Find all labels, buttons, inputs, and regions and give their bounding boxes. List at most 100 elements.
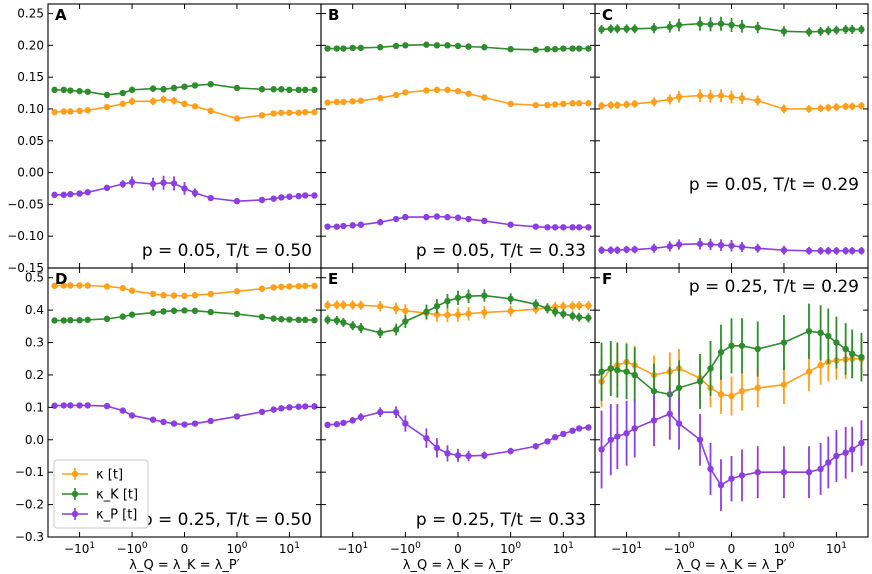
series-kappa (51, 282, 318, 300)
data-point (433, 303, 441, 310)
data-point (666, 410, 674, 418)
data-point (51, 191, 58, 199)
y-tick-label: 0.00 (17, 166, 44, 180)
data-point (631, 25, 638, 33)
data-point (340, 45, 347, 52)
data-point (551, 303, 559, 311)
data-point (207, 80, 214, 88)
data-point (842, 103, 849, 110)
data-point (817, 465, 824, 473)
data-point (544, 45, 551, 53)
data-point (433, 213, 441, 220)
data-point (598, 26, 605, 33)
data-point (607, 436, 614, 443)
panel-letter: C (602, 6, 613, 24)
data-point (270, 284, 277, 291)
data-point (560, 310, 567, 318)
data-point (207, 107, 214, 115)
data-point (728, 342, 735, 349)
panel-f: −101 −100 0 100 101 F p = 0.25, T/t = 0.29 λ_Q … (594, 267, 869, 573)
series-kappa (51, 95, 318, 122)
data-point (614, 366, 621, 374)
data-point (454, 294, 462, 302)
data-point (623, 101, 630, 108)
panel-annotation: p = 0.05, T/t = 0.29 (689, 175, 859, 195)
data-point (286, 109, 293, 116)
x-tick-label: 101 (279, 541, 300, 556)
data-point (270, 195, 277, 202)
data-point (728, 392, 735, 400)
data-point (707, 93, 714, 100)
data-point (444, 311, 451, 319)
series-line (327, 89, 589, 106)
data-point (575, 425, 583, 432)
data-point (849, 26, 856, 33)
data-point (650, 98, 658, 106)
data-point (324, 302, 331, 309)
data-point (119, 407, 127, 414)
data-point (286, 193, 293, 200)
data-point (119, 89, 127, 97)
data-point (696, 240, 704, 248)
data-point (191, 189, 199, 197)
legend-marker (71, 490, 79, 498)
data-point (324, 99, 331, 106)
data-point (849, 446, 856, 453)
data-point (675, 21, 683, 29)
panel-letter: A (55, 6, 67, 24)
data-point (149, 180, 157, 188)
data-point (858, 353, 865, 361)
data-point (858, 26, 865, 33)
data-point (51, 108, 58, 116)
data-point (631, 100, 638, 108)
data-point (833, 26, 840, 34)
data-point (817, 329, 824, 337)
data-point (728, 93, 735, 101)
data-point (833, 103, 840, 111)
data-point (454, 42, 462, 50)
data-point (444, 42, 451, 49)
data-point (780, 28, 788, 35)
data-point (128, 412, 136, 419)
data-point (585, 45, 592, 52)
data-point (149, 309, 157, 316)
data-point (465, 292, 472, 300)
data-point (349, 98, 356, 105)
y-tick-label: 0.1 (25, 400, 44, 414)
data-point (377, 218, 384, 226)
data-point (191, 420, 199, 427)
data-point (233, 84, 241, 92)
data-point (481, 94, 488, 101)
data-point (465, 90, 472, 97)
data-point (333, 223, 341, 230)
y-tick-label: −0.15 (7, 261, 44, 275)
data-point (392, 326, 400, 333)
y-tick-label: −0.05 (7, 197, 44, 211)
data-point (103, 315, 111, 323)
data-point (707, 21, 714, 28)
data-point (825, 27, 832, 34)
data-point (454, 214, 462, 221)
y-tick-label: 0.05 (17, 134, 44, 148)
data-point (454, 87, 462, 95)
data-point (60, 86, 67, 94)
data-point (507, 45, 514, 53)
data-point (650, 387, 658, 395)
data-point (481, 452, 488, 459)
data-point (598, 246, 605, 254)
data-point (295, 316, 302, 324)
data-point (392, 42, 400, 50)
data-point (160, 179, 167, 186)
data-point (631, 425, 638, 432)
data-point (340, 419, 347, 427)
data-point (340, 301, 347, 309)
data-point (324, 316, 331, 324)
x-tick-label: 101 (826, 541, 847, 556)
data-point (560, 430, 567, 438)
data-point (623, 430, 630, 437)
data-point (349, 222, 356, 229)
series-kappa_P (598, 387, 865, 512)
data-point (551, 101, 559, 108)
data-point (278, 86, 285, 93)
x-axis-label: λ_Q = λ_K = λ_P′ (676, 558, 786, 573)
